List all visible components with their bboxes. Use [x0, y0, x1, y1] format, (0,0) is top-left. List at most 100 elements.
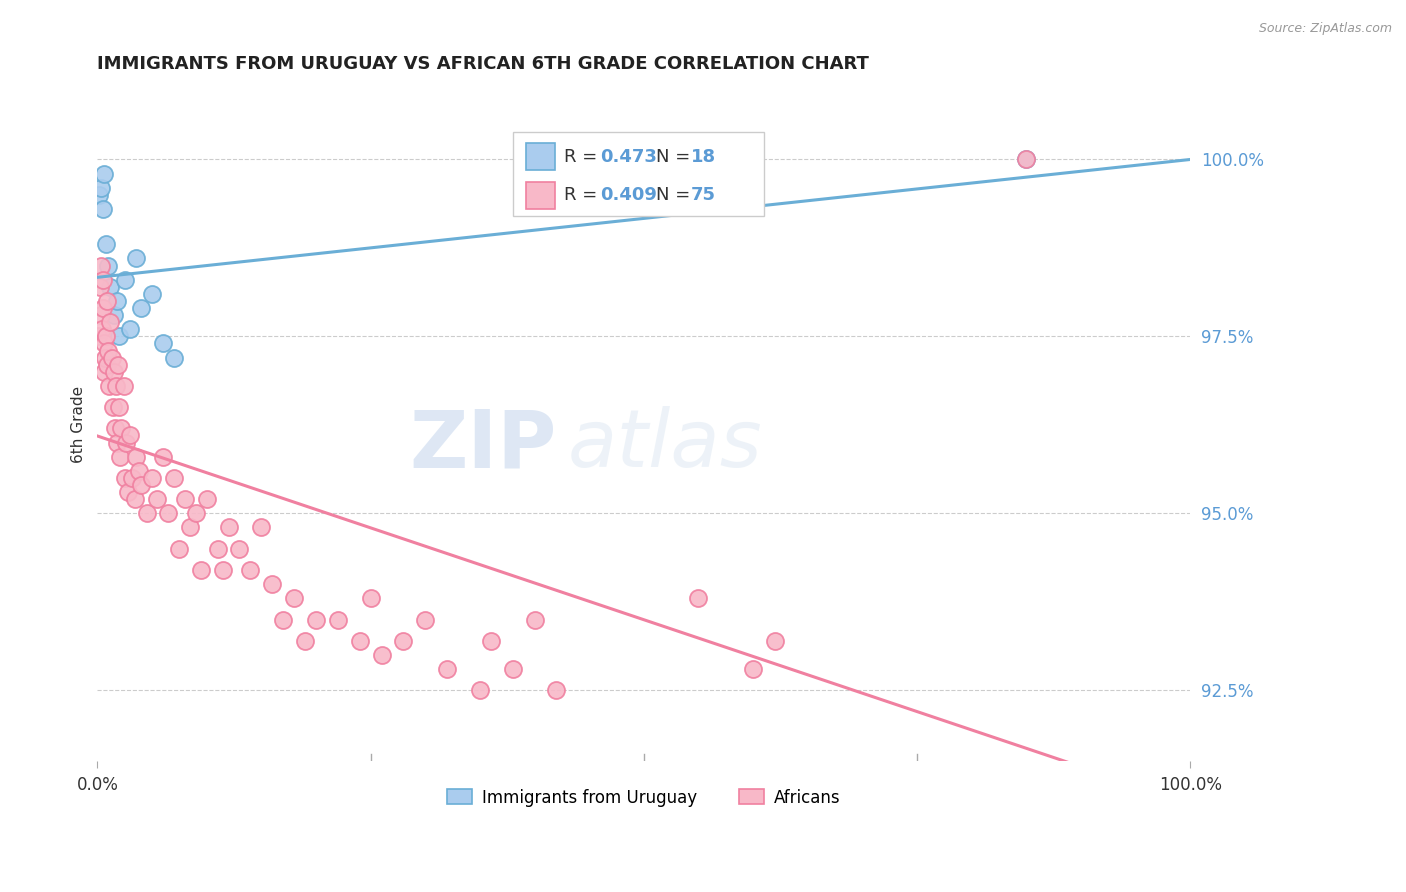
Point [110, 450, 132, 464]
Point [100, 280, 122, 294]
Point [283, 591, 305, 606]
Point [502, 662, 524, 676]
Point [262, 577, 284, 591]
Text: ZIP: ZIP [409, 406, 557, 484]
FancyBboxPatch shape [526, 144, 555, 170]
Point [120, 322, 142, 336]
Point [117, 485, 139, 500]
Point [271, 613, 294, 627]
Point [228, 541, 250, 556]
Point [360, 591, 382, 606]
Point [218, 520, 240, 534]
Point [294, 633, 316, 648]
Text: 0.409: 0.409 [600, 186, 657, 204]
Point [90, 180, 112, 194]
Point [96, 293, 118, 308]
Point [94, 351, 117, 365]
Point [742, 662, 765, 676]
Point [688, 591, 710, 606]
Point [157, 506, 180, 520]
Point [120, 428, 142, 442]
Point [305, 613, 328, 627]
Point [108, 400, 131, 414]
Point [97, 259, 120, 273]
Point [91, 301, 114, 315]
Point [152, 450, 174, 464]
Point [104, 379, 127, 393]
Point [114, 435, 136, 450]
Point [103, 308, 125, 322]
Point [108, 329, 131, 343]
Point [89, 280, 111, 294]
Point [190, 563, 212, 577]
Point [94, 237, 117, 252]
Point [436, 662, 458, 676]
Point [129, 478, 152, 492]
Point [163, 351, 186, 365]
Point [93, 167, 115, 181]
Point [97, 343, 120, 358]
Point [326, 613, 349, 627]
Point [128, 464, 150, 478]
Point [90, 308, 112, 322]
Point [392, 633, 415, 648]
Point [763, 633, 786, 648]
Point [100, 315, 122, 329]
Point [114, 471, 136, 485]
Point [1015, 153, 1038, 167]
Point [105, 293, 128, 308]
Point [479, 633, 502, 648]
Point [98, 379, 121, 393]
Text: R =: R = [564, 148, 603, 166]
Point [87, 329, 110, 343]
Point [105, 435, 128, 450]
Legend: Immigrants from Uruguay, Africans: Immigrants from Uruguay, Africans [440, 782, 848, 814]
Point [90, 259, 112, 273]
Point [114, 273, 136, 287]
Text: 0.473: 0.473 [600, 148, 657, 166]
Point [129, 301, 152, 315]
Point [184, 506, 207, 520]
Point [349, 633, 371, 648]
Point [207, 541, 229, 556]
Point [124, 492, 146, 507]
Text: 75: 75 [690, 186, 716, 204]
Text: IMMIGRANTS FROM URUGUAY VS AFRICAN 6TH GRADE CORRELATION CHART: IMMIGRANTS FROM URUGUAY VS AFRICAN 6TH G… [97, 55, 869, 73]
Point [107, 358, 129, 372]
Point [179, 520, 201, 534]
FancyBboxPatch shape [513, 132, 763, 217]
Point [91, 202, 114, 216]
Point [124, 450, 146, 464]
Point [212, 563, 235, 577]
Point [94, 329, 117, 343]
Point [135, 506, 157, 520]
Y-axis label: 6th Grade: 6th Grade [72, 386, 86, 463]
Point [370, 648, 392, 662]
Text: 18: 18 [690, 148, 716, 166]
Point [546, 683, 568, 698]
Point [104, 421, 127, 435]
Point [1015, 153, 1038, 167]
Text: Source: ZipAtlas.com: Source: ZipAtlas.com [1258, 22, 1392, 36]
Point [413, 613, 436, 627]
Point [141, 286, 163, 301]
Point [250, 520, 273, 534]
Point [141, 471, 163, 485]
Point [100, 351, 122, 365]
Point [239, 563, 262, 577]
Text: N =: N = [655, 148, 696, 166]
Point [173, 492, 195, 507]
Point [146, 492, 169, 507]
Text: N =: N = [655, 186, 696, 204]
FancyBboxPatch shape [526, 182, 555, 209]
Point [90, 322, 112, 336]
Point [93, 365, 115, 379]
Point [152, 336, 174, 351]
Point [169, 541, 191, 556]
Point [93, 336, 115, 351]
Point [468, 683, 491, 698]
Point [87, 187, 110, 202]
Point [93, 273, 115, 287]
Point [101, 400, 124, 414]
Point [121, 471, 143, 485]
